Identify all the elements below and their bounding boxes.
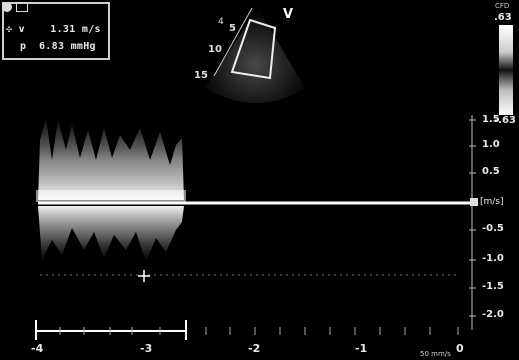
sector-depth-5: 5	[229, 23, 236, 34]
time-axis	[35, 320, 459, 340]
scale-tick-1-0: 1.0	[482, 139, 500, 150]
scale-tick-neg-1-0: -1.0	[482, 253, 504, 264]
sector-marker: V	[283, 7, 293, 22]
svg-text:4: 4	[218, 17, 224, 27]
color-scale-bar	[499, 25, 513, 115]
scale-marker-icon	[470, 198, 478, 206]
time-tick-neg-4: -4	[31, 342, 44, 355]
pressure-value: 6.83 mmHg	[38, 41, 96, 52]
velocity-unit: [m/s]	[480, 197, 504, 207]
scale-tick-0-5: 0.5	[482, 166, 500, 177]
time-tick-neg-2: -2	[248, 342, 261, 355]
velocity-symbol: ✣ v	[6, 24, 25, 35]
sweep-speed: 50 mm/s	[420, 350, 451, 358]
probe-icon	[16, 2, 28, 12]
colorbar-label: CFD	[495, 2, 510, 10]
colorbar-top-value: .63	[494, 12, 512, 23]
scale-tick-1-5: 1.5	[482, 114, 500, 125]
velocity-scale-axis	[469, 115, 476, 330]
doppler-spectrum	[36, 118, 186, 262]
scale-tick-neg-2-0: -2.0	[482, 309, 504, 320]
crosshair-cursor-icon[interactable]	[138, 270, 150, 282]
sector-depth-10: 10	[208, 44, 222, 55]
sector-depth-15: 15	[194, 70, 208, 81]
measurement-box	[2, 2, 110, 60]
sector-image: 4 5 10 15 V	[194, 7, 305, 103]
velocity-readout: ✣ v 1.31 m/s	[6, 24, 101, 35]
velocity-value: 1.31 m/s	[50, 24, 101, 35]
time-tick-0: 0	[456, 342, 464, 355]
record-dot-icon	[2, 2, 12, 12]
time-tick-neg-3: -3	[140, 342, 153, 355]
scale-tick-neg-1-5: -1.5	[482, 281, 504, 292]
pressure-readout: p 6.83 mmHg	[20, 41, 96, 52]
measurement-header	[2, 2, 28, 12]
scale-tick-neg-0-5: -0.5	[482, 223, 504, 234]
time-tick-neg-1: -1	[355, 342, 368, 355]
colorbar-bottom-value: -.63	[494, 115, 516, 126]
pressure-symbol: p	[20, 41, 27, 52]
